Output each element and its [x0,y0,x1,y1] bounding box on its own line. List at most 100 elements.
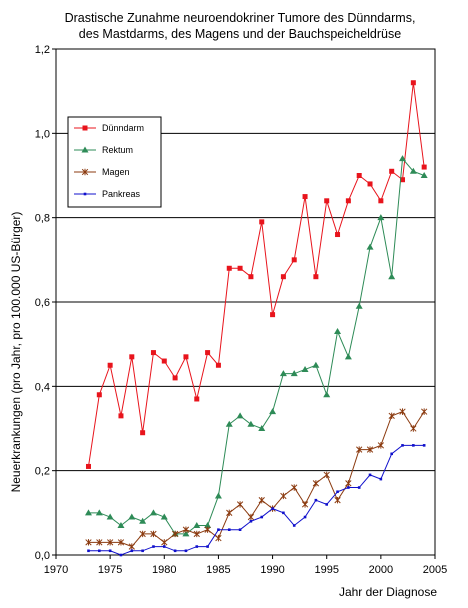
data-point [378,198,384,204]
data-point [173,549,177,553]
data-point [323,471,330,479]
data-point [161,539,168,546]
y-tick-label: 0,0 [35,550,50,562]
data-point [106,539,114,546]
data-point [377,214,385,221]
data-point [96,392,102,398]
data-point [401,444,404,447]
data-point [410,80,416,86]
data-point [236,412,244,419]
data-point [379,477,383,481]
data-point [150,530,157,538]
data-point [421,408,428,415]
data-point [236,501,244,508]
x-tick-label: 1980 [152,564,176,576]
data-point [390,452,393,456]
data-point [117,521,125,528]
data-point [356,446,363,453]
data-point [150,350,156,356]
data-point [355,302,363,309]
data-point [388,412,395,420]
y-axis-label: Neuerkrankungen (pro Jahr, pro 100.000 U… [9,212,23,493]
data-point [399,408,406,415]
y-tick-label: 0,2 [35,466,50,478]
data-point [366,243,374,250]
data-point [139,517,147,524]
data-point [98,549,101,553]
y-tick-label: 0,6 [35,297,50,309]
data-point [279,370,287,377]
data-point [302,194,308,200]
data-point [247,420,255,427]
data-point [280,274,286,280]
data-point [182,530,190,537]
data-point [292,524,296,527]
data-point [149,509,157,516]
series-line [88,157,425,535]
data-point [377,442,385,449]
data-point [95,509,103,516]
data-point [184,549,188,553]
data-point [312,361,320,368]
series-1 [84,155,428,537]
data-point [195,545,199,548]
data-point [204,526,211,533]
legend-label: Rektum [102,145,133,155]
legend-label: Dünndarm [102,123,144,133]
chart-title: Drastische Zunahme neuroendokriner Tumor… [65,11,416,25]
y-tick-label: 0,4 [35,381,50,393]
data-point [336,490,339,494]
data-point [420,172,428,178]
legend-marker [81,168,89,176]
data-point [193,530,200,538]
y-tick-label: 0,8 [35,213,50,225]
data-point [108,549,112,553]
data-point [96,539,103,546]
data-point [324,198,330,204]
data-point [225,420,233,427]
data-point [282,511,285,515]
data-point [152,545,155,548]
legend-box [67,116,162,208]
data-point [205,350,211,356]
y-tick-label: 1,2 [35,44,50,56]
data-point [301,501,309,508]
data-point [258,425,266,431]
data-point [119,553,123,557]
data-point [345,198,351,204]
data-point [314,498,318,502]
data-point [269,408,277,415]
x-tick-label: 2005 [423,564,447,576]
data-point [409,167,417,174]
legend-item: Pankreas [74,189,141,199]
data-point [226,265,232,271]
data-point [139,530,146,538]
data-point [280,492,287,500]
data-point [117,539,125,546]
data-point [291,257,297,263]
data-point [161,358,167,364]
data-point [410,425,417,432]
data-point [271,507,274,510]
legend-label: Magen [102,167,130,177]
x-tick-label: 1990 [260,564,284,576]
data-point [260,515,264,519]
data-point [421,164,427,170]
legend-marker [82,125,88,131]
series-layer [84,80,428,557]
data-point [172,375,178,381]
data-point [140,430,146,436]
data-point [128,513,136,520]
data-point [183,354,189,360]
legend-label: Pankreas [102,189,141,199]
data-point [357,486,361,489]
data-point [238,528,242,531]
data-point [87,549,90,553]
data-point [237,265,243,271]
data-point [85,463,91,469]
x-tick-label: 1995 [314,564,338,576]
axis-ticks: 0,0 0,2 0,4 0,6 0,8 1,0 1,2 1970 1975 1980 1985 199… [35,44,448,576]
legend-marker [83,192,87,196]
series-3 [87,444,426,557]
